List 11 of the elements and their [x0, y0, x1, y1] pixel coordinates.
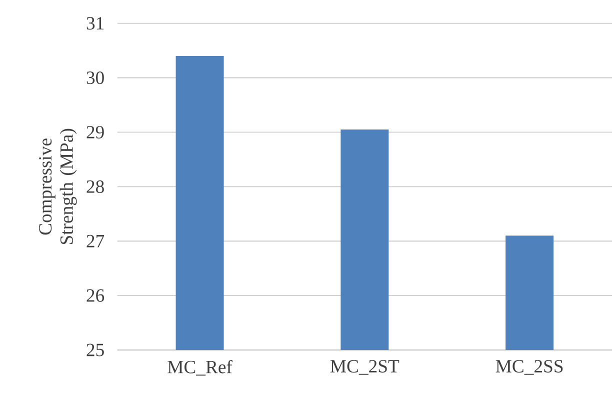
y-tick-label: 28 — [86, 180, 104, 193]
x-tick-label: MC_2ST — [330, 360, 400, 375]
y-tick-label: 29 — [86, 126, 104, 138]
y-tick-label: 27 — [86, 234, 104, 248]
y-axis-title: Compressive Strength (MPa) — [39, 128, 77, 244]
y-tick-label: 30 — [86, 71, 104, 84]
y-tick-label: 26 — [86, 289, 104, 302]
y-tick-label: 25 — [86, 344, 104, 356]
x-tick-label: MC_2SS — [496, 360, 563, 375]
x-tick-label: MC_Ref — [168, 360, 232, 376]
y-tick-label: 31 — [86, 17, 104, 30]
